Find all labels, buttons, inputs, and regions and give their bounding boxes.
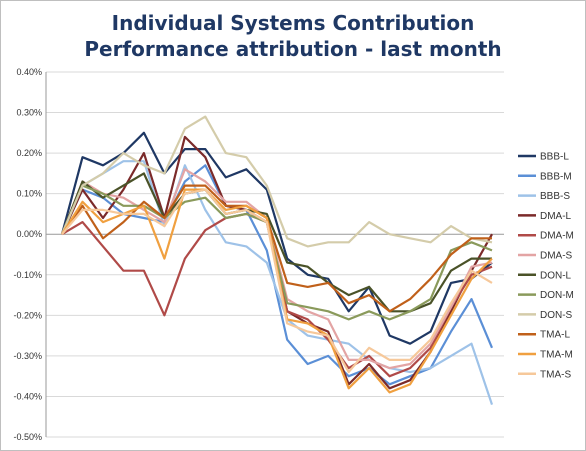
y-tick-label: -0.20% bbox=[13, 310, 42, 320]
legend-label: DMA-L bbox=[540, 211, 572, 222]
y-tick-label: -0.10% bbox=[13, 270, 42, 280]
y-axis: 0.40% 0.30% 0.20% 0.10% 0.00% -0.10% -0.20% -0.… bbox=[13, 67, 47, 442]
series-line-tma-s bbox=[61, 188, 493, 374]
series-line-bbb-m bbox=[61, 164, 494, 386]
series-line-don-s bbox=[60, 115, 493, 248]
y-tick-label: -0.40% bbox=[13, 391, 42, 401]
y-tick-label: 0.30% bbox=[16, 108, 42, 118]
legend-label: TMA-L bbox=[540, 330, 570, 341]
legend-label: BBB-L bbox=[540, 152, 569, 163]
y-tick-label: 0.20% bbox=[16, 148, 42, 158]
y-tick-label: 0.00% bbox=[16, 229, 42, 239]
y-tick-label: -0.50% bbox=[13, 432, 42, 442]
chart-subtitle: Performance attribution - last month bbox=[84, 37, 502, 61]
legend-label: BBB-M bbox=[540, 171, 572, 182]
series-lines bbox=[60, 115, 494, 405]
legend-label: DON-S bbox=[540, 310, 573, 321]
legend-label: DMA-S bbox=[540, 251, 573, 262]
legend-label: TMA-S bbox=[540, 369, 571, 380]
legend-label: TMA-M bbox=[540, 350, 573, 361]
legend: BBB-L BBB-M BBB-S DMA-L DMA-M DMA-S DON-L DON-M… bbox=[518, 152, 574, 380]
series-line-tma-l bbox=[61, 184, 492, 313]
legend-label: DMA-M bbox=[540, 231, 574, 242]
series-line-don-l bbox=[60, 172, 492, 313]
y-tick-label: -0.30% bbox=[13, 351, 42, 361]
y-tick-label: 0.10% bbox=[16, 189, 42, 199]
chart-title: Individual Systems Contribution bbox=[111, 11, 475, 35]
legend-label: BBB-S bbox=[540, 191, 570, 202]
legend-label: DON-L bbox=[540, 270, 572, 281]
legend-label: DON-M bbox=[540, 290, 574, 301]
series-line-don-m bbox=[60, 184, 493, 321]
y-tick-label: 0.40% bbox=[16, 67, 42, 77]
series-line-bbb-l bbox=[60, 131, 493, 345]
